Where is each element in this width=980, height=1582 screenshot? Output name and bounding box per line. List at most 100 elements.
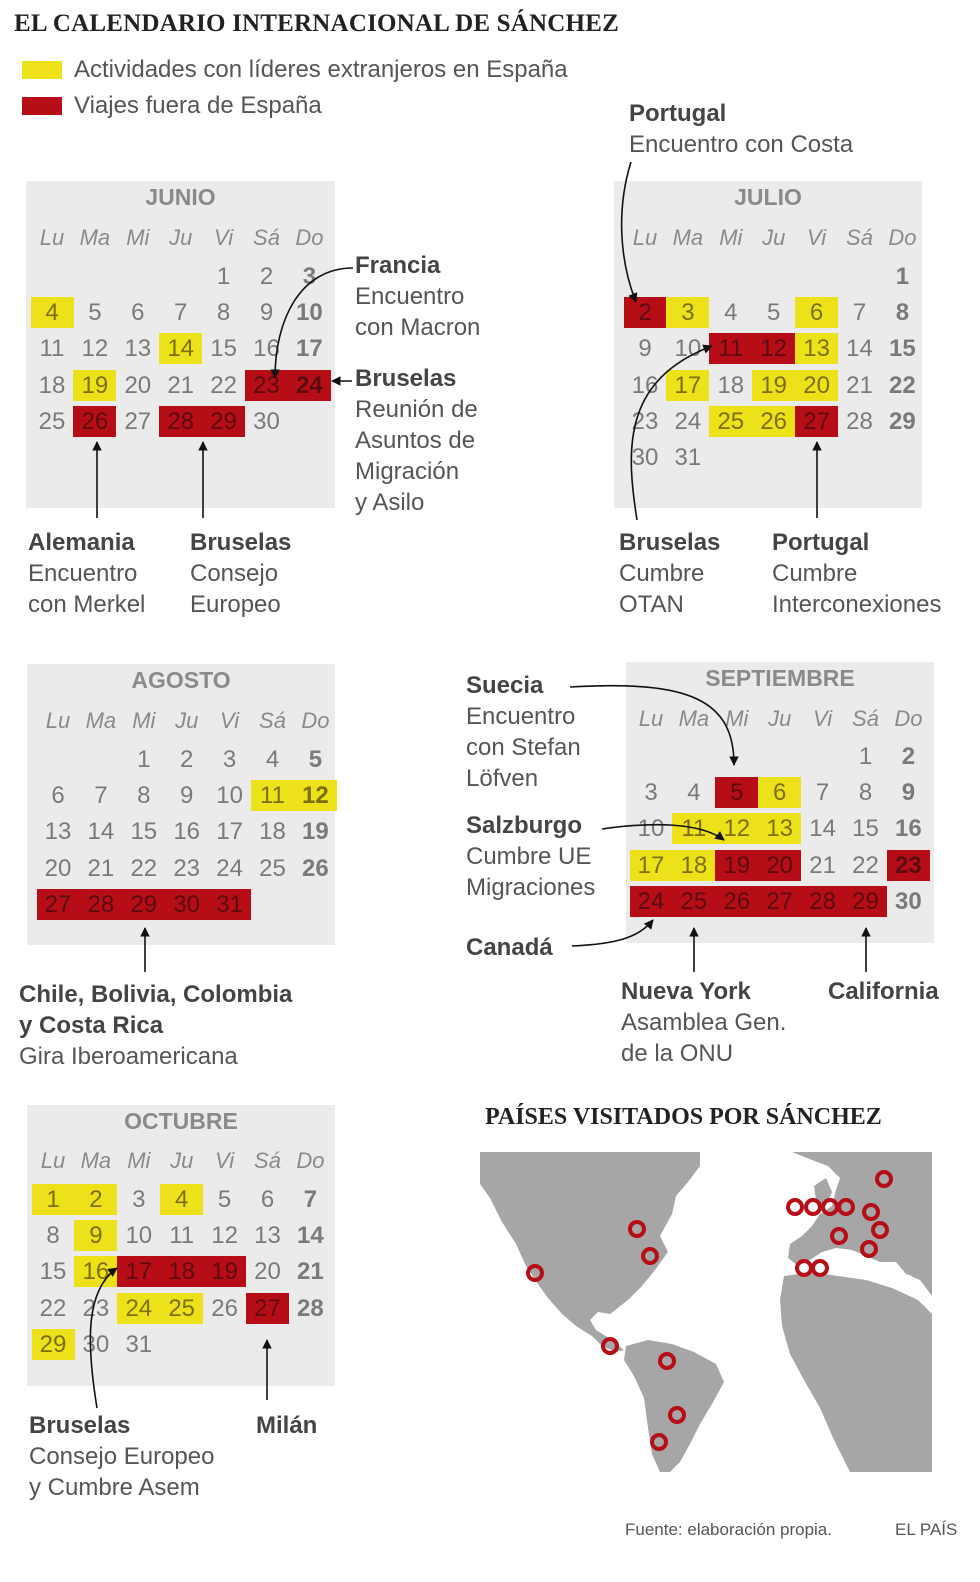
annotation-canada: Canadá <box>466 932 553 963</box>
calendar-day: 10 <box>125 1222 153 1250</box>
calendar-day: 14 <box>809 815 836 843</box>
weekday-label: Mi <box>126 225 150 250</box>
calendar-day: 16 <box>253 335 280 363</box>
calendar-day: 21 <box>167 371 195 399</box>
map-marker-colombia <box>658 1352 676 1370</box>
calendar-day: 13 <box>254 1222 281 1250</box>
annotation-heading: Bruselas <box>190 529 292 556</box>
map-marker-california <box>526 1264 544 1282</box>
calendar-day: 14 <box>87 818 115 846</box>
calendar-day: 26 <box>715 885 759 917</box>
weekday-label: Sá <box>253 225 280 250</box>
calendar-day: 7 <box>94 782 108 810</box>
calendar-day: 2 <box>180 746 194 773</box>
calendar-day: 6 <box>131 299 145 327</box>
calendar-day: 29 <box>844 885 887 917</box>
annotation-heading: Canadá <box>466 934 553 961</box>
weekday-label: Sá <box>254 1148 281 1173</box>
annotation-heading: Bruselas <box>355 365 457 392</box>
calendar-day: 8 <box>216 299 231 327</box>
calendar-day: 7 <box>852 299 867 327</box>
calendar-day: 20 <box>758 849 802 881</box>
annotation-alemania: Alemania Encuentro con Merkel <box>28 527 145 620</box>
calendar-day: 10 <box>296 299 323 327</box>
calendar-day: 1 <box>137 746 151 773</box>
calendar-day: 18 <box>38 371 66 399</box>
calendar-day: 24 <box>216 854 243 882</box>
annotation-line: Encuentro <box>28 560 138 587</box>
calendar-day: 9 <box>74 1220 118 1252</box>
map-marker-bruselas-1 <box>786 1198 804 1216</box>
calendar-day: 20 <box>124 371 152 399</box>
map-marker-suecia <box>875 1170 893 1188</box>
world-map <box>480 1152 932 1472</box>
map-marker-francia <box>830 1227 848 1245</box>
legend-label: Viajes fuera de España <box>74 92 322 119</box>
calendar-day: 9 <box>180 782 194 810</box>
calendar-month-title: OCTUBRE <box>124 1108 238 1134</box>
annotation-line: Encuentro <box>355 283 465 310</box>
weekday-label: Vi <box>220 708 240 733</box>
weekday-label: Do <box>296 1148 325 1173</box>
annotation-heading: Portugal <box>629 100 727 127</box>
africa-landmass <box>780 1272 932 1472</box>
calendar-day: 15 <box>210 335 237 363</box>
annotation-bruselas-consejo: Bruselas Consejo Europeo <box>190 527 291 620</box>
calendar-day: 5 <box>308 746 323 773</box>
calendar-day: 17 <box>296 335 323 363</box>
legend-item-red: Viajes fuera de España <box>22 92 322 119</box>
calendar-day: 6 <box>795 297 839 329</box>
weekday-label: Vi <box>215 1148 235 1173</box>
calendar-day: 30 <box>895 887 922 915</box>
map-marker-bruselas-3 <box>821 1198 839 1216</box>
calendar-day: 4 <box>687 779 701 807</box>
calendar-day: 5 <box>88 299 102 327</box>
annotation-line: Löfven <box>466 765 539 792</box>
uk-landmass <box>814 1178 832 1206</box>
north-america-landmass <box>480 1152 700 1352</box>
calendar-day: 11 <box>39 335 65 363</box>
annotation-heading: Bruselas <box>619 529 721 556</box>
north-america-west-edge <box>480 1226 500 1262</box>
calendar-day: 27 <box>246 1292 289 1324</box>
annotation-california: California <box>828 976 939 1007</box>
calendar-day: 3 <box>644 779 658 807</box>
calendar-day: 2 <box>623 297 667 329</box>
calendar-day: 14 <box>297 1222 324 1250</box>
calendar-day: 11 <box>169 1222 195 1250</box>
calendar-day: 30 <box>253 407 280 435</box>
annotation-line: Asamblea Gen. <box>621 1009 787 1036</box>
annotation-francia: Francia Encuentro con Macron <box>355 250 480 343</box>
calendar-day: 7 <box>303 1186 318 1213</box>
weekday-label: Vi <box>214 225 234 250</box>
calendar-day: 16 <box>173 818 201 846</box>
calendar-day: 29 <box>202 405 246 437</box>
annotation-heading: Alemania <box>28 529 135 556</box>
annotation-line: Gira Iberoamericana <box>19 1043 238 1070</box>
annotation-line: Cumbre <box>772 560 858 587</box>
calendar-day: 15 <box>39 1258 67 1286</box>
calendar-month-title: SEPTIEMBRE <box>705 665 855 691</box>
annotation-line: y Asilo <box>355 489 425 516</box>
calendar-day: 2 <box>74 1184 118 1215</box>
annotation-heading: Suecia <box>466 672 544 699</box>
page-title: EL CALENDARIO INTERNACIONAL DE SÁNCHEZ <box>14 10 619 37</box>
calendar-day: 9 <box>901 779 916 807</box>
calendar-day: 23 <box>173 854 201 882</box>
calendar-day: 20 <box>44 854 72 882</box>
annotation-line: Encuentro con Costa <box>629 131 854 158</box>
footer-brand: EL PAÍS <box>895 1520 958 1539</box>
calendar-day: 27 <box>36 888 80 920</box>
calendar-day: 23 <box>886 849 930 881</box>
calendar-day: 5 <box>715 777 759 809</box>
annotation-line: Asuntos de <box>355 427 476 454</box>
calendar-day: 22 <box>39 1294 67 1322</box>
annotation-gira-iberoamericana: Chile, Bolivia, Colombia y Costa Rica Gi… <box>19 979 292 1072</box>
calendar-day: 11 <box>672 813 716 845</box>
calendar-day: 29 <box>31 1328 75 1360</box>
calendar-day: 17 <box>216 818 243 846</box>
calendar-day: 14 <box>846 335 873 363</box>
weekday-label: Ju <box>762 225 786 250</box>
calendar-month-title: JUNIO <box>145 184 216 210</box>
calendar-day: 23 <box>245 369 288 401</box>
